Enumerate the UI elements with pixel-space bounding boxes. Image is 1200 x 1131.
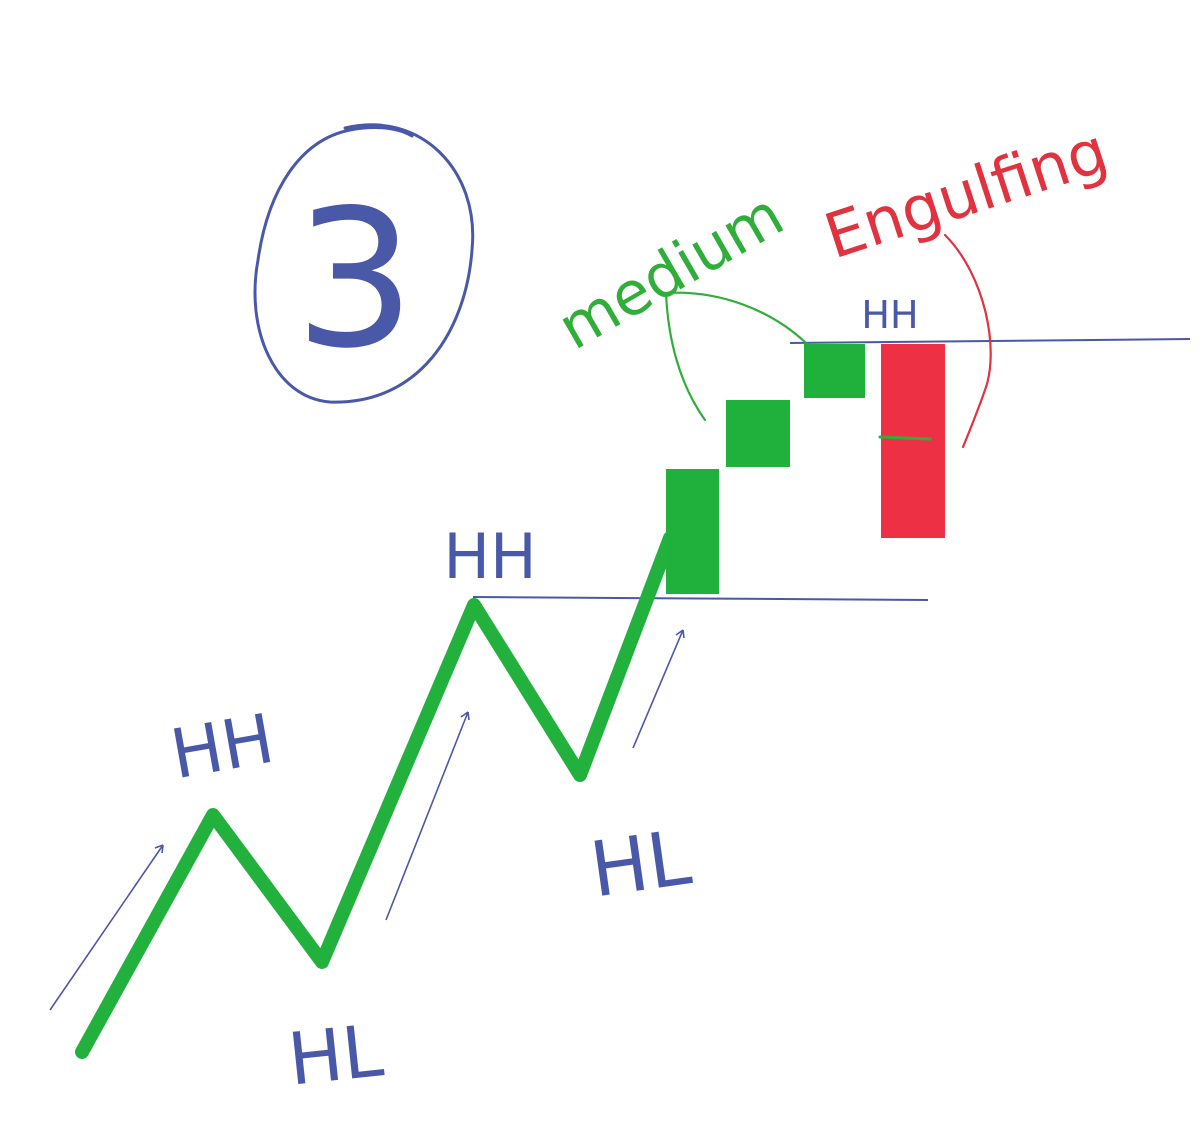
label-higher-high-2: HH	[443, 520, 536, 593]
step-number: 3	[295, 169, 416, 390]
step-badge: 3	[253, 123, 475, 404]
bullish-candle-2	[726, 400, 790, 467]
up-arrow-icon	[49, 844, 164, 1011]
label-higher-low-2: HL	[585, 812, 696, 914]
up-arrow-icon	[385, 711, 470, 921]
engulfing-midline-mark	[878, 435, 932, 441]
label-higher-high-1: HH	[165, 700, 279, 796]
medium-annotation: medium	[547, 180, 807, 422]
label-higher-low-1: HL	[284, 1008, 387, 1101]
up-arrow-icon	[632, 629, 685, 749]
uptrend-zigzag	[75, 531, 677, 1059]
label-higher-high-3: HH	[861, 293, 918, 337]
circle-icon	[253, 123, 475, 404]
medium-bracket	[664, 291, 807, 422]
engulfing-bracket	[943, 233, 992, 449]
engulfing-label: Engulfing	[816, 113, 1116, 273]
bullish-candle-3	[804, 344, 865, 398]
level-line-lower	[472, 596, 929, 601]
bearish-engulfing-candle	[881, 344, 945, 538]
bullish-candle-1	[666, 469, 719, 594]
